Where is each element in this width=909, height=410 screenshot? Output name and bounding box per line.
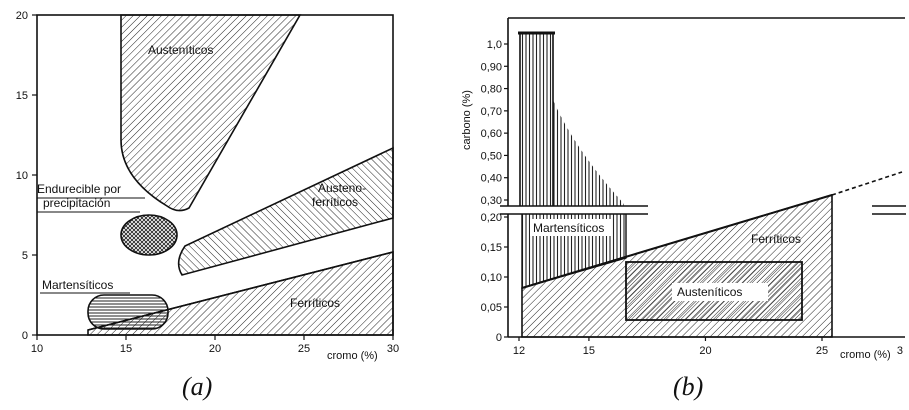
panel-a: 10 15 20 25 30 0 5 10 15 20 Austeníticos Austeno-… — [16, 10, 399, 362]
y-tick-label-a: 5 — [22, 250, 28, 262]
axis-ticks-b: 12 15 20 25 300,050,100,150,200,300,400,500,… — [481, 39, 903, 357]
x-tick-label-b: 25 — [816, 345, 828, 357]
x-tick-label-a: 30 — [387, 343, 399, 355]
panel-b: 12 15 20 25 300,050,100,150,200,300,400,500,… — [461, 17, 908, 361]
x-tick-label-b: 12 — [513, 345, 525, 357]
region-austeniticos-a — [120, 14, 302, 212]
axis-break-gap — [500, 206, 648, 214]
y-tick-label-b: 0,50 — [481, 150, 502, 162]
region-martensiticos-a — [87, 294, 169, 330]
y-axis-title-b: carbono (%) — [461, 90, 473, 150]
label-bg-martensiticos-b — [530, 219, 612, 236]
x-axis-title-a: cromo (%) — [327, 350, 378, 362]
y-tick-label-b: 0,05 — [481, 302, 502, 314]
y-tick-label-a: 15 — [16, 90, 28, 102]
region-endurecible-a — [120, 214, 178, 256]
y-tick-label-a: 0 — [22, 330, 28, 342]
x-tick-label-a: 20 — [209, 343, 221, 355]
ferritic-boundary-b — [521, 194, 833, 289]
y-tick-label-b: 0,70 — [481, 106, 502, 118]
y-tick-label-a: 20 — [16, 10, 28, 22]
y-tick-label-b: 0,15 — [481, 242, 502, 254]
label-martensiticos-b: Martensíticos — [533, 221, 604, 235]
region-martensiticos-b-tail — [553, 100, 624, 207]
y-tick-label-b: 0,10 — [481, 272, 502, 284]
x-tick-label-a: 25 — [298, 343, 310, 355]
axis-break-gap-right — [868, 206, 908, 214]
label-austeno-a-line1: Austeno- — [318, 181, 366, 195]
y-tick-label-b: 0,20 — [481, 212, 502, 224]
y-tick-label-b: 0,30 — [481, 195, 502, 207]
caption-a: (a) — [182, 372, 213, 401]
x-tick-label-b: 20 — [699, 345, 711, 357]
y-tick-label-b: 0,40 — [481, 173, 502, 185]
x-tick-label-a: 10 — [31, 343, 43, 355]
label-ferriticos-b: Ferríticos — [751, 232, 801, 246]
label-endurecible-line1: Endurecible por — [37, 182, 121, 196]
label-austeno-a-line2: ferríticos — [312, 195, 358, 209]
y-tick-label-b: 0 — [496, 332, 502, 344]
label-endurecible-line2: precipitación — [43, 196, 110, 210]
label-ferriticos-a: Ferríticos — [290, 296, 340, 310]
label-austeniticos-a: Austeníticos — [148, 43, 213, 57]
ferritic-boundary-b-ext — [831, 171, 903, 196]
y-tick-label-b: 0,90 — [481, 61, 502, 73]
y-tick-label-b: 0,80 — [481, 84, 502, 96]
label-austeniticos-b: Austeníticos — [677, 285, 742, 299]
x-tick-label-b-edge: 3 — [897, 345, 903, 357]
y-tick-label-b: 0,60 — [481, 128, 502, 140]
region-austeno-ferriticos-a — [177, 146, 394, 276]
y-tick-label-b: 1,0 — [487, 39, 502, 51]
label-bg-austeniticos-b — [672, 283, 768, 301]
x-axis-title-b: cromo (%) — [840, 349, 891, 361]
x-tick-label-a: 15 — [120, 343, 132, 355]
axis-ticks-a: 10 15 20 25 30 0 5 10 15 20 — [16, 10, 399, 355]
label-martensiticos-a: Martensíticos — [42, 278, 113, 292]
x-tick-label-b: 15 — [583, 345, 595, 357]
y-tick-label-a: 10 — [16, 170, 28, 182]
region-martensiticos-b-high — [519, 32, 554, 208]
caption-b: (b) — [673, 372, 704, 401]
ferritic-boundary-a — [87, 251, 394, 331]
